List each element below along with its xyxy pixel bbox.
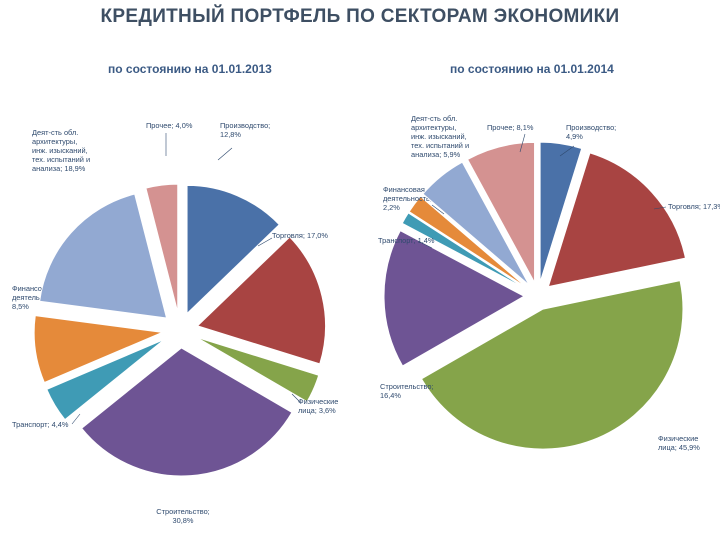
- pie-2013: Производство; 12,8% Торговля; 17,0% Физичес…: [12, 121, 338, 525]
- pie-2014-leader-4: [417, 240, 433, 249]
- pie-2014-slice-3: [383, 229, 526, 367]
- pie-2014-label-7: Прочее; 8,1%: [487, 123, 534, 132]
- pie-2014: Производство; 4,9% Торговля; 17,3% Физическ…: [378, 114, 720, 452]
- pie-2013-label-1: Торговля; 17,0%: [272, 231, 328, 240]
- chart-2013-subtitle: по состоянию на 01.01.2013: [108, 62, 272, 76]
- pie-2013-label-7: Прочее; 4,0%: [146, 121, 193, 130]
- pie-2013-label-6: Деят-сть обл. архитектуры, инж. изысканий,…: [32, 128, 90, 173]
- pie-2013-label-5: Финансовая деятельность; 8,5%: [12, 284, 61, 311]
- pie-2014-label-1: Торговля; 17,3%: [668, 202, 720, 211]
- pie-2013-leader-1: [257, 237, 273, 247]
- pie-2013-slice-0: [186, 184, 280, 315]
- pie-2014-slice-6: [422, 161, 530, 286]
- pie-2014-slice-0: [539, 141, 583, 283]
- pie-2013-slice-1: [196, 236, 326, 365]
- pie-2013-slice-4: [46, 338, 165, 421]
- pie-2013-slice-7: [145, 183, 179, 313]
- pie-2013-label-2: Физические лица; 3,6%: [298, 397, 338, 415]
- pie-2013-leader-4: [71, 413, 81, 425]
- pie-2014-label-4: Транспорт; 1,4%: [378, 236, 435, 245]
- pie-2014-slice-5: [408, 195, 528, 289]
- pie-2014-slice-7: [466, 141, 536, 283]
- pie-2013-leader-0: [217, 147, 233, 161]
- pie-2014-leader-1: [653, 206, 667, 210]
- chart-2014-subtitle: по состоянию на 01.01.2014: [450, 62, 614, 76]
- pie-2014-slice-1: [547, 152, 687, 288]
- pie-2014-leader-7: [519, 133, 526, 153]
- pie-2013-slice-2: [196, 336, 320, 403]
- pie-2013-slice-5: [33, 315, 165, 384]
- pie-2014-label-5: Финансовая деятельность; 2,2%: [383, 185, 432, 212]
- pie-2014-leader-5: [431, 204, 445, 215]
- pie-2014-label-3: Строительство; 16,4%: [380, 382, 434, 400]
- pie-2013-slice-3: [81, 347, 293, 477]
- pie-2013-label-0: Производство; 12,8%: [220, 121, 270, 139]
- pie-2013-slice-6: [39, 193, 168, 319]
- pie-2014-slice-2: [420, 280, 684, 450]
- pie-2014-slice-4: [401, 212, 527, 290]
- page-title: КРЕДИТНЫЙ ПОРТФЕЛЬ ПО СЕКТОРАМ ЭКОНОМИКИ: [100, 6, 620, 27]
- pie-2014-label-6: Деят-сть обл. архитектуры, инж. изысканий,…: [411, 114, 469, 159]
- pie-2013-label-4: Транспорт; 4,4%: [12, 420, 69, 429]
- pie-2013-leader-2: [291, 393, 301, 403]
- pie-2014-leader-0: [559, 145, 575, 157]
- pie-2013-label-3: Строительство; 30,8%: [156, 507, 210, 525]
- pie-2014-label-0: Производство; 4,9%: [566, 123, 616, 141]
- pie-2014-label-2: Физические лица; 45,9%: [658, 434, 700, 452]
